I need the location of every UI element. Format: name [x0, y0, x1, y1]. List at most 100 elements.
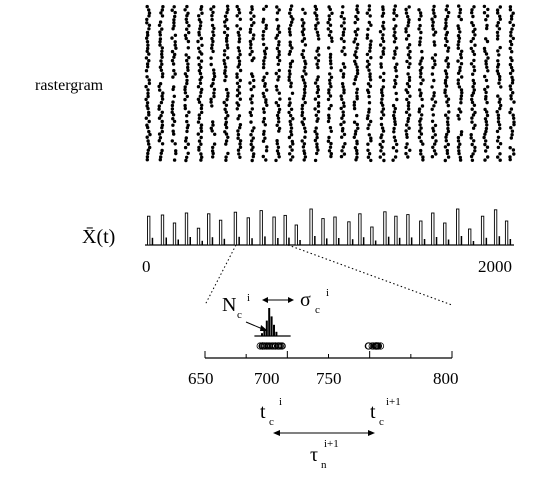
raster-dot	[405, 82, 410, 86]
raster-dot	[300, 113, 304, 118]
raster-dot	[303, 65, 307, 70]
raster-dot	[275, 139, 279, 143]
raster-dot	[145, 49, 149, 53]
raster-dot	[146, 43, 150, 47]
raster-dot	[147, 8, 151, 12]
raster-dot	[252, 33, 256, 37]
raster-dot	[274, 71, 278, 76]
raster-dot	[329, 152, 333, 156]
raster-dot	[509, 30, 513, 34]
raster-dot	[511, 91, 515, 95]
raster-dot	[173, 72, 177, 76]
raster-dot	[237, 114, 242, 118]
raster-dot	[417, 17, 422, 22]
tau-arrowhead-right	[368, 430, 375, 436]
raster-dot	[508, 157, 512, 162]
raster-dot	[471, 152, 475, 156]
raster-dot	[328, 55, 333, 60]
raster-dot	[172, 24, 176, 28]
raster-dot	[314, 23, 318, 28]
raster-dot	[445, 100, 449, 104]
raster-dot	[470, 142, 474, 147]
raster-dot	[158, 20, 163, 24]
raster-dot	[159, 68, 164, 73]
raster-dot	[327, 116, 331, 120]
zoom-tick-700: 700	[254, 369, 280, 388]
raster-dot	[458, 7, 463, 12]
tc1-sub: c	[379, 416, 384, 428]
raster-dot	[250, 58, 254, 63]
raster-dot	[183, 33, 188, 38]
raster-dot	[250, 158, 254, 163]
raster-dot	[356, 17, 360, 21]
raster-dot	[145, 30, 150, 35]
raster-dot	[250, 23, 254, 28]
raster-dot	[160, 148, 164, 153]
raster-dot	[275, 113, 280, 118]
raster-dot	[498, 45, 502, 50]
raster-dot	[407, 107, 411, 111]
raster-dot	[381, 39, 386, 44]
raster-dot	[224, 139, 229, 143]
xbar-subpeak	[509, 239, 512, 245]
raster-dot	[147, 27, 151, 31]
raster-dot	[236, 117, 240, 121]
raster-dot	[200, 43, 204, 47]
raster-dot	[482, 135, 486, 140]
raster-dot	[433, 30, 438, 34]
raster-dot	[368, 46, 372, 50]
raster-dot	[209, 62, 213, 67]
raster-dot	[147, 14, 151, 18]
nc-arrowhead	[260, 325, 268, 331]
raster-dot	[418, 119, 422, 124]
raster-dot	[485, 65, 489, 70]
raster-dot	[512, 152, 516, 156]
raster-dot	[288, 152, 292, 156]
raster-dot	[315, 49, 319, 53]
zoom-line-right	[287, 244, 453, 306]
raster-dot	[288, 43, 292, 47]
raster-dot	[250, 148, 254, 152]
raster-dot	[161, 5, 165, 9]
raster-dot	[148, 132, 152, 137]
raster-dot	[341, 101, 346, 105]
raster-dot	[291, 17, 295, 21]
raster-dot	[144, 84, 148, 89]
raster-dot	[300, 75, 305, 79]
raster-dot	[341, 72, 346, 76]
raster-dot	[223, 14, 228, 18]
cluster-event	[275, 342, 283, 350]
raster-dot	[496, 155, 500, 159]
zoom-line-left	[204, 244, 237, 306]
raster-dot	[354, 129, 358, 133]
raster-dot	[473, 27, 477, 31]
raster-dot	[236, 46, 241, 50]
xbar-peak	[172, 222, 177, 246]
zoom-tick-650: 650	[188, 369, 214, 388]
raster-dot	[483, 87, 487, 92]
raster-dot	[446, 116, 450, 120]
raster-dot	[418, 129, 422, 133]
raster-dot	[197, 113, 201, 117]
cluster-event	[256, 342, 264, 350]
raster-dot	[235, 94, 240, 98]
raster-dot	[509, 56, 513, 60]
raster-dot	[404, 88, 408, 92]
raster-dot	[275, 88, 279, 92]
raster-dot	[444, 36, 448, 41]
raster-dot	[288, 145, 292, 149]
raster-dot	[341, 85, 345, 89]
raster-dot	[406, 72, 410, 76]
raster-dot	[354, 55, 359, 60]
raster-dot	[315, 78, 319, 82]
raster-dot	[157, 139, 161, 143]
raster-dot	[495, 69, 500, 73]
cluster-event	[263, 342, 272, 350]
raster-dot	[262, 110, 266, 115]
raster-dot	[249, 113, 253, 118]
raster-dot	[342, 46, 346, 50]
raster-dot	[314, 27, 318, 31]
raster-dot	[395, 14, 399, 18]
raster-dot	[236, 129, 240, 133]
raster-dot	[353, 132, 358, 136]
